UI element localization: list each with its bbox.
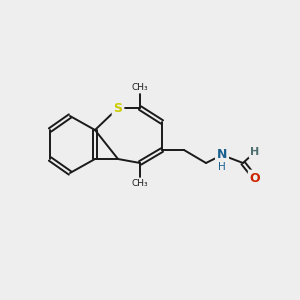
- Text: H: H: [218, 162, 226, 172]
- Text: O: O: [250, 172, 260, 184]
- Text: H: H: [250, 147, 260, 157]
- Text: CH₃: CH₃: [132, 83, 148, 92]
- Text: N: N: [217, 148, 227, 161]
- Text: S: S: [113, 101, 122, 115]
- Text: CH₃: CH₃: [132, 178, 148, 188]
